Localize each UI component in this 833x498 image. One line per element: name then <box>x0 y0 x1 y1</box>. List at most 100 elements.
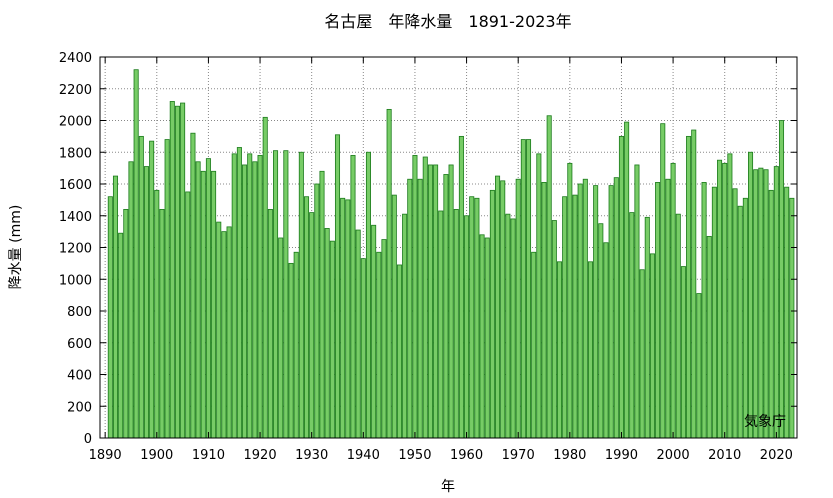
bar-1934 <box>329 240 335 439</box>
bar-2007 <box>706 235 712 439</box>
bar-2019 <box>768 189 774 439</box>
bar-2002 <box>680 266 686 439</box>
bar-1919 <box>252 161 258 439</box>
bar-1988 <box>608 185 614 439</box>
bar-1954 <box>433 164 439 439</box>
bar-1997 <box>655 182 661 439</box>
bar-1940 <box>360 258 366 439</box>
x-tick-label: 1980 <box>553 448 586 463</box>
bar-1895 <box>128 161 134 439</box>
bar-2016 <box>753 169 759 439</box>
bar-1989 <box>613 177 619 439</box>
bar-1936 <box>340 197 346 439</box>
bar-1911 <box>211 170 217 439</box>
bar-2011 <box>727 153 733 439</box>
bar-1969 <box>510 218 516 439</box>
bar-1972 <box>526 139 532 439</box>
bar-1913 <box>221 231 227 439</box>
bar-1915 <box>231 153 237 439</box>
bar-1905 <box>180 102 186 439</box>
bar-1897 <box>138 135 144 439</box>
bar-1995 <box>644 216 650 439</box>
bar-1925 <box>283 150 289 439</box>
x-tick-label: 1950 <box>398 448 431 463</box>
bar-2001 <box>675 213 681 439</box>
bar-1994 <box>639 269 645 439</box>
bar-1896 <box>133 69 139 439</box>
x-tick-label: 1910 <box>192 448 225 463</box>
bar-2020 <box>773 166 779 439</box>
bar-2008 <box>711 186 717 439</box>
y-tick-label: 2200 <box>59 83 92 98</box>
bar-2009 <box>717 159 723 439</box>
bar-2018 <box>763 169 769 439</box>
bar-2006 <box>701 182 707 439</box>
y-tick-label: 600 <box>67 337 92 352</box>
bar-1891 <box>107 196 113 439</box>
bar-1918 <box>247 153 253 439</box>
bar-1929 <box>304 196 310 439</box>
bar-1985 <box>593 185 599 439</box>
bar-1933 <box>324 228 330 439</box>
bar-1945 <box>386 108 392 439</box>
bar-2022 <box>784 186 790 439</box>
bar-1898 <box>143 166 149 439</box>
y-tick-label: 1200 <box>59 242 92 257</box>
bars <box>107 69 795 439</box>
bar-1973 <box>531 251 537 439</box>
bar-1904 <box>174 105 180 439</box>
bar-1978 <box>556 261 563 439</box>
bar-1923 <box>273 150 279 439</box>
bar-1950 <box>412 155 418 439</box>
bar-1976 <box>546 115 552 439</box>
bar-1932 <box>319 170 325 439</box>
x-tick-label: 1990 <box>605 448 638 463</box>
x-tick-label: 1920 <box>244 448 277 463</box>
bar-1961 <box>469 196 475 439</box>
bar-1900 <box>154 189 160 439</box>
bar-1903 <box>169 101 175 439</box>
y-tick-label: 0 <box>84 432 92 447</box>
x-tick-label: 1900 <box>140 448 173 463</box>
bar-1956 <box>443 174 449 439</box>
bar-1992 <box>629 212 635 439</box>
source-note: 気象庁 <box>744 414 786 430</box>
bar-1907 <box>190 132 196 439</box>
bar-1939 <box>355 229 361 439</box>
bar-1980 <box>567 162 573 439</box>
bar-1893 <box>118 232 124 439</box>
bar-1931 <box>314 183 320 439</box>
bar-1963 <box>479 234 485 439</box>
bar-1943 <box>376 251 382 439</box>
bar-1982 <box>577 183 583 439</box>
bar-1924 <box>278 237 284 439</box>
bar-2021 <box>778 120 785 439</box>
bar-1966 <box>495 175 501 439</box>
bar-1990 <box>618 135 624 439</box>
bar-1922 <box>267 208 273 439</box>
bar-1892 <box>112 175 119 439</box>
x-tick-label: 2010 <box>708 448 741 463</box>
x-tick-label: 1890 <box>89 448 122 463</box>
y-tick-label: 1400 <box>59 210 92 225</box>
chart-title: 名古屋 年降水量 1891-2023年 <box>324 12 571 31</box>
x-tick-label: 1940 <box>347 448 380 463</box>
bar-1949 <box>407 178 413 439</box>
bar-1914 <box>226 226 232 439</box>
bar-1968 <box>505 213 511 439</box>
bar-1908 <box>195 161 201 439</box>
bar-2017 <box>758 167 764 439</box>
bar-1938 <box>350 155 356 439</box>
bar-1910 <box>205 158 211 439</box>
bar-1959 <box>458 135 464 439</box>
y-tick-label: 2400 <box>59 51 92 66</box>
bar-1899 <box>149 140 155 439</box>
bar-1912 <box>216 221 222 439</box>
bar-1906 <box>185 191 191 439</box>
bar-2000 <box>670 162 676 439</box>
x-axis: 1890 1900 1910 1920 1930 1940 1950 1960 1970 1980… <box>89 57 793 463</box>
bar-1917 <box>242 164 248 439</box>
bar-1946 <box>391 194 397 439</box>
bar-1902 <box>164 139 170 439</box>
